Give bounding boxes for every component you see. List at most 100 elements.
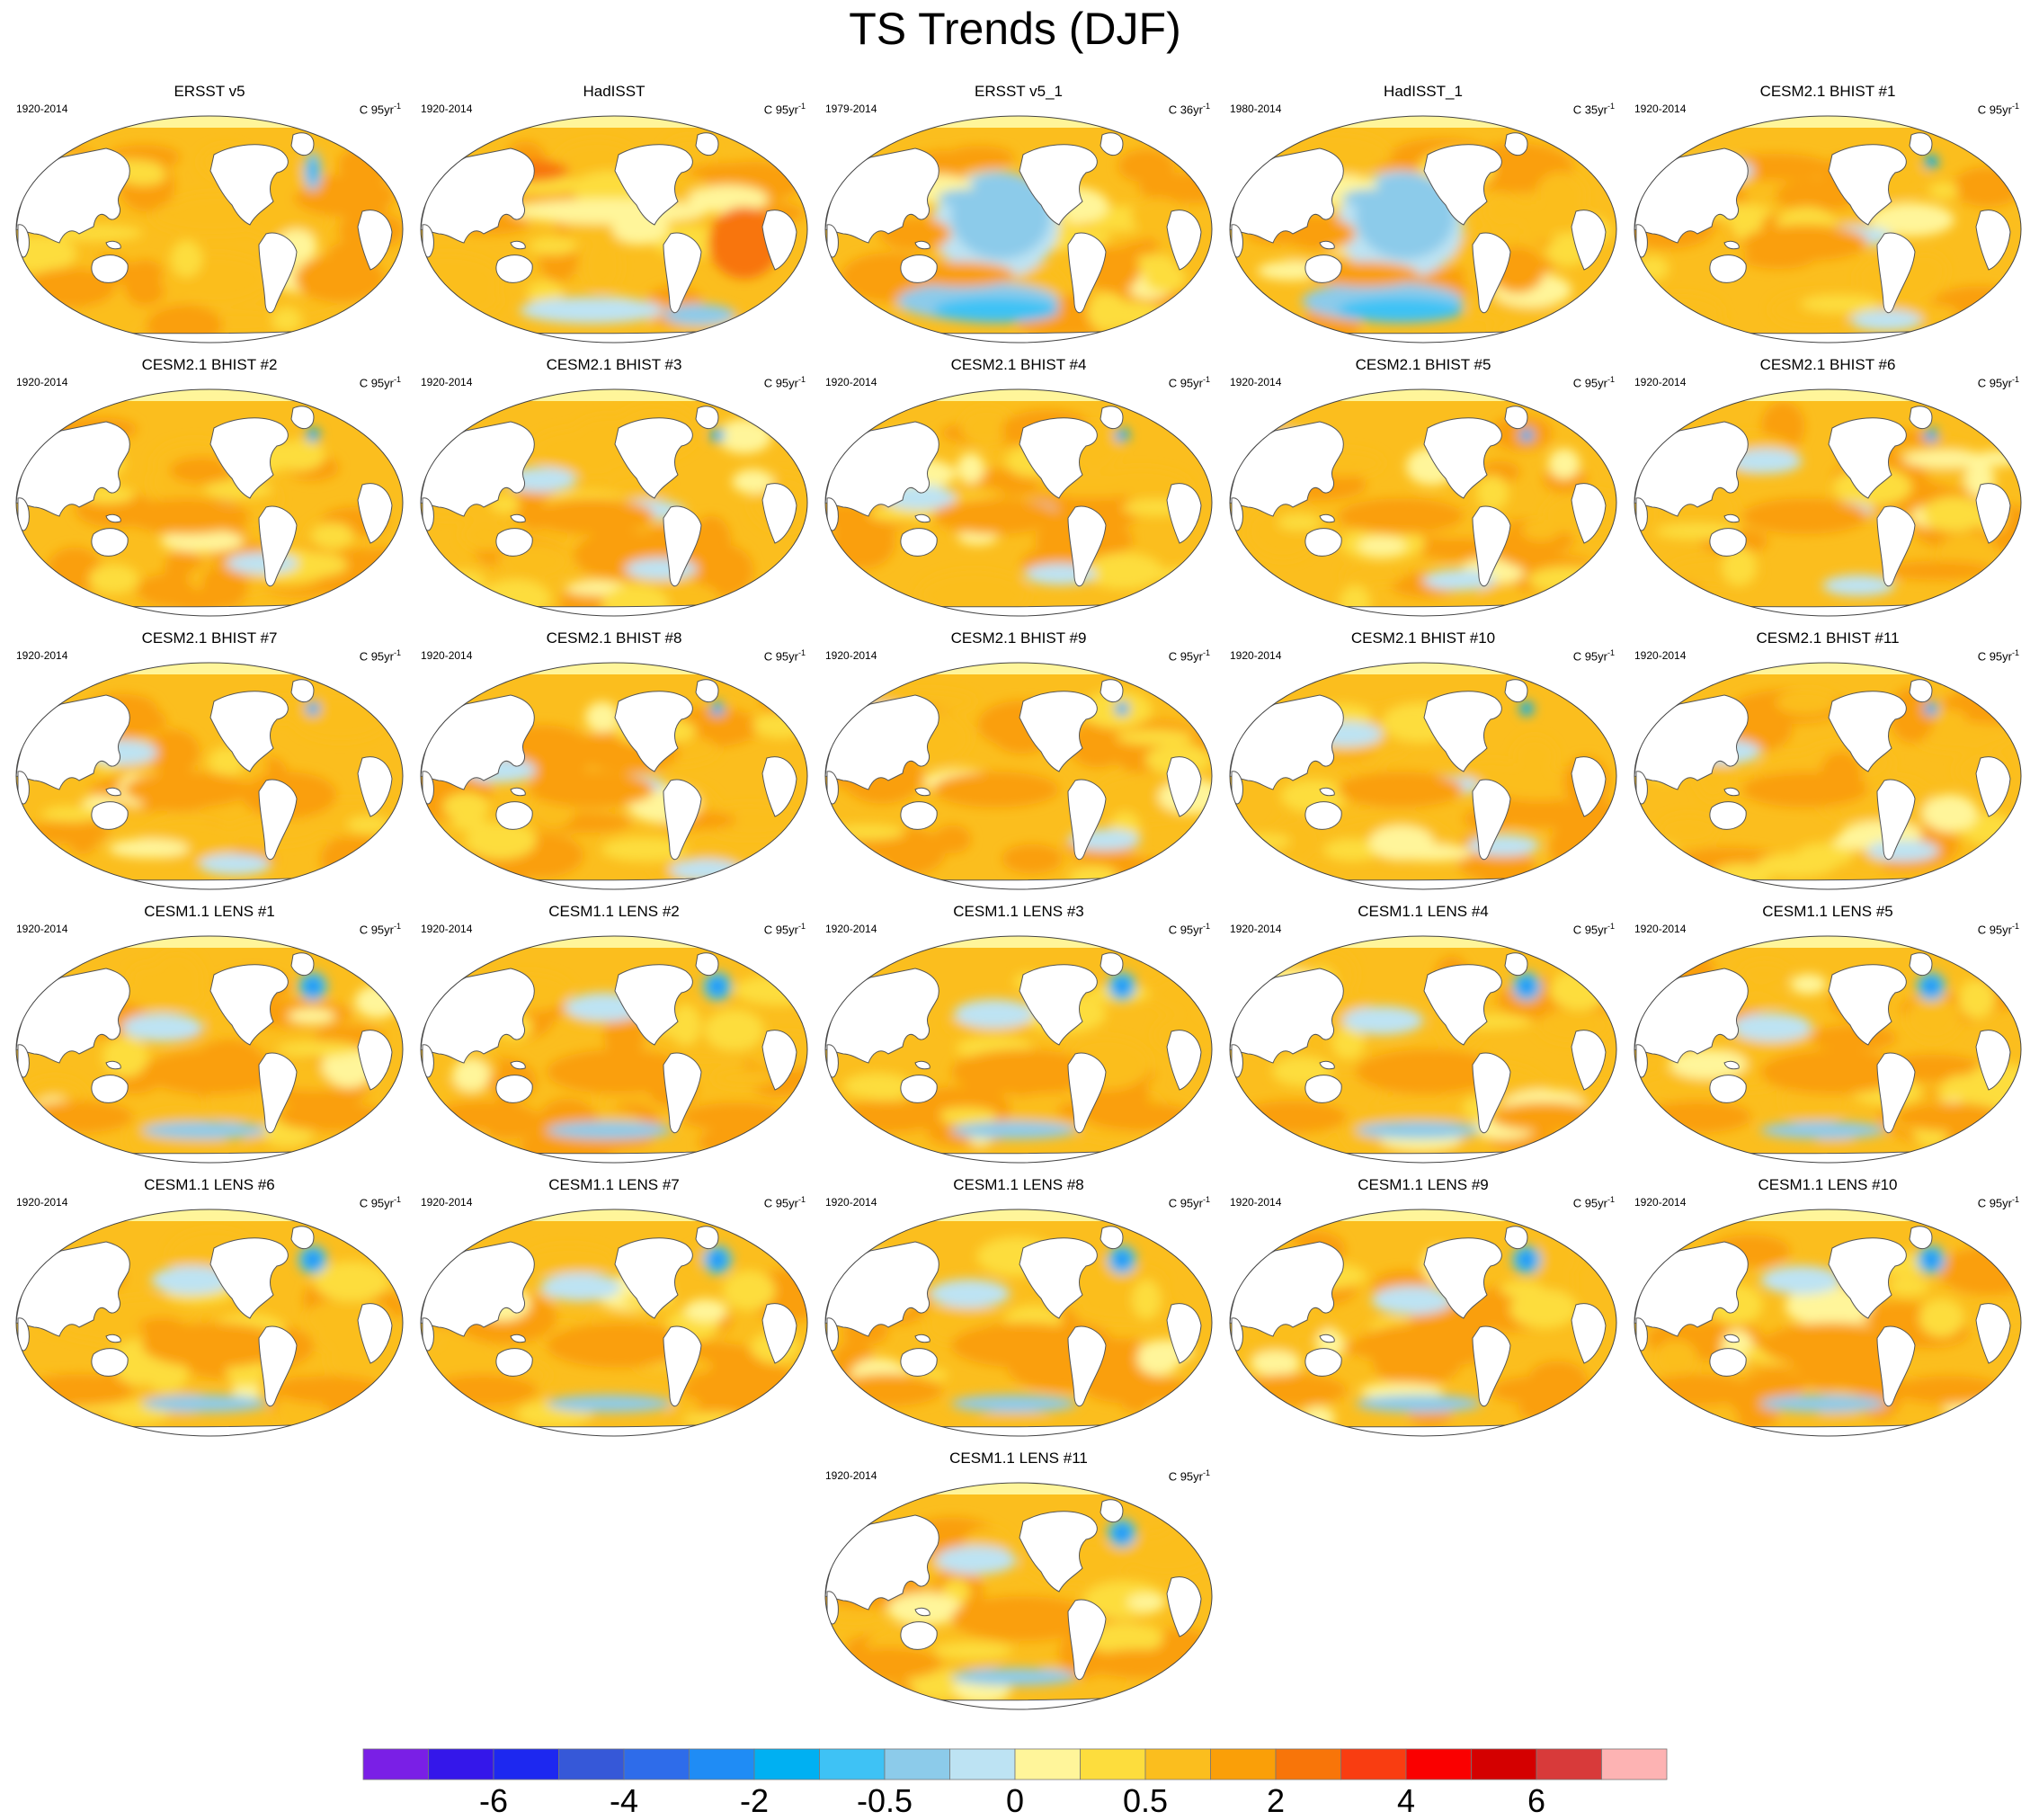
arctic-region [1634,389,2021,401]
trend-region [16,1125,71,1141]
land-mass [1067,232,1107,314]
colorbar-box [1144,1748,1211,1780]
land-mass [1472,232,1511,314]
trend-region [1086,1649,1194,1678]
panel-units: C 95yr-1 [764,646,806,664]
panel-units-text: C 95yr [359,649,394,664]
land-mass [16,147,130,244]
panel-units: C 95yr-1 [1978,99,2019,117]
land-mass [1504,952,1528,977]
map-contour [1634,662,2022,890]
land-mass [421,147,535,244]
trend-region [148,951,204,1008]
panel-units-text: C 95yr [763,103,798,117]
trend-region [1142,1403,1189,1436]
trend-region [142,1323,286,1368]
land-mass [1166,210,1202,271]
land-mass [1230,147,1344,244]
map-border [1229,388,1617,617]
panel-units-text: C 95yr [763,1196,798,1210]
trend-region [1491,1102,1598,1131]
trend-region [539,1272,621,1302]
land-mass [1909,132,1933,156]
map-panel: HadISST_1 1980-2014 C 35yr-1 [1221,83,1625,357]
map-panel: CESM2.1 BHIST #10 1920-2014 C 95yr-1 [1221,629,1625,904]
panel-units: C 95yr-1 [1978,1192,2019,1210]
land-mass [695,132,719,156]
panel-units-exponent: -1 [1202,1468,1210,1477]
trend-region [688,184,769,213]
trend-region [1338,772,1464,807]
panel-units-exponent: -1 [1202,1195,1210,1204]
trend-region [601,584,669,616]
map-panel: CESM1.1 LENS #4 1920-2014 C 95yr-1 [1221,903,1625,1177]
trend-region [1238,834,1291,850]
map-panel: CESM2.1 BHIST #2 1920-2014 C 95yr-1 [7,356,412,630]
trend-region [16,839,57,871]
panel-title: CESM2.1 BHIST #1 [1759,83,1896,100]
trend-region [1124,1682,1183,1703]
land-mass [510,787,526,797]
land-mass [209,1237,289,1319]
panel-units: C 95yr-1 [764,372,806,390]
land-mass [1504,679,1528,703]
trend-region [1230,860,1295,878]
land-mass [1876,505,1916,587]
trend-region [1760,1121,1886,1139]
map-contour [1229,115,1617,343]
land-mass [258,1325,298,1407]
land-mass [357,210,393,271]
map-border [824,388,1213,617]
land-mass [1828,1237,1907,1319]
trend-region [1658,814,1719,845]
trend-region [761,1121,807,1163]
panel-units: C 95yr-1 [360,1192,401,1210]
trend-region [1460,760,1524,787]
trend-region [1278,513,1323,531]
trend-region [1731,1013,1812,1042]
land-mass [1166,1576,1202,1637]
trend-region [529,772,654,807]
land-mass [290,406,315,430]
map-contour [824,935,1213,1164]
trend-region [170,239,203,278]
trend-region [1002,843,1064,874]
land-mass [1019,144,1098,226]
land-mass [495,1348,533,1377]
land-mass [1504,1226,1528,1250]
land-mass [1828,144,1907,226]
land-mass [1876,1052,1916,1134]
land-mass [510,1334,526,1343]
land-mass [761,1030,797,1091]
map-contour [15,935,404,1164]
land-mass [761,483,797,544]
panel-title: CESM2.1 BHIST #9 [950,629,1087,647]
panel-period: 1920-2014 [1230,376,1282,388]
map-contour [15,388,404,617]
trend-region [451,1058,491,1092]
arctic-region [421,1209,807,1221]
panel-units-text: C 95yr [763,376,798,390]
panel-title: ERSST v5 [174,83,245,100]
trend-region [1250,1351,1301,1377]
map-border [15,388,404,617]
land-mass [1423,144,1502,226]
panel-title: CESM2.1 BHIST #4 [950,356,1087,373]
panel-units-text: C 95yr [1168,1469,1203,1484]
panel-units-text: C 95yr [359,376,394,390]
land-mass [1166,756,1202,817]
map-panel: ERSST v5_1 1979-2014 C 36yr-1 [816,83,1221,357]
land-mass [1709,254,1747,283]
panel-units-exponent: -1 [1202,375,1210,384]
panel-period: 1920-2014 [1230,923,1282,935]
panel-units: C 95yr-1 [1169,372,1210,390]
arctic-region [16,116,403,128]
panel-title: CESM1.1 LENS #5 [1762,903,1893,920]
trend-region [320,834,389,884]
land-mass [1723,513,1740,523]
panel-units: C 95yr-1 [764,919,806,937]
trend-region [669,859,742,881]
colorbar-box [753,1748,820,1780]
land-mass [1067,779,1107,861]
panel-units-text: C 95yr [1572,649,1607,664]
